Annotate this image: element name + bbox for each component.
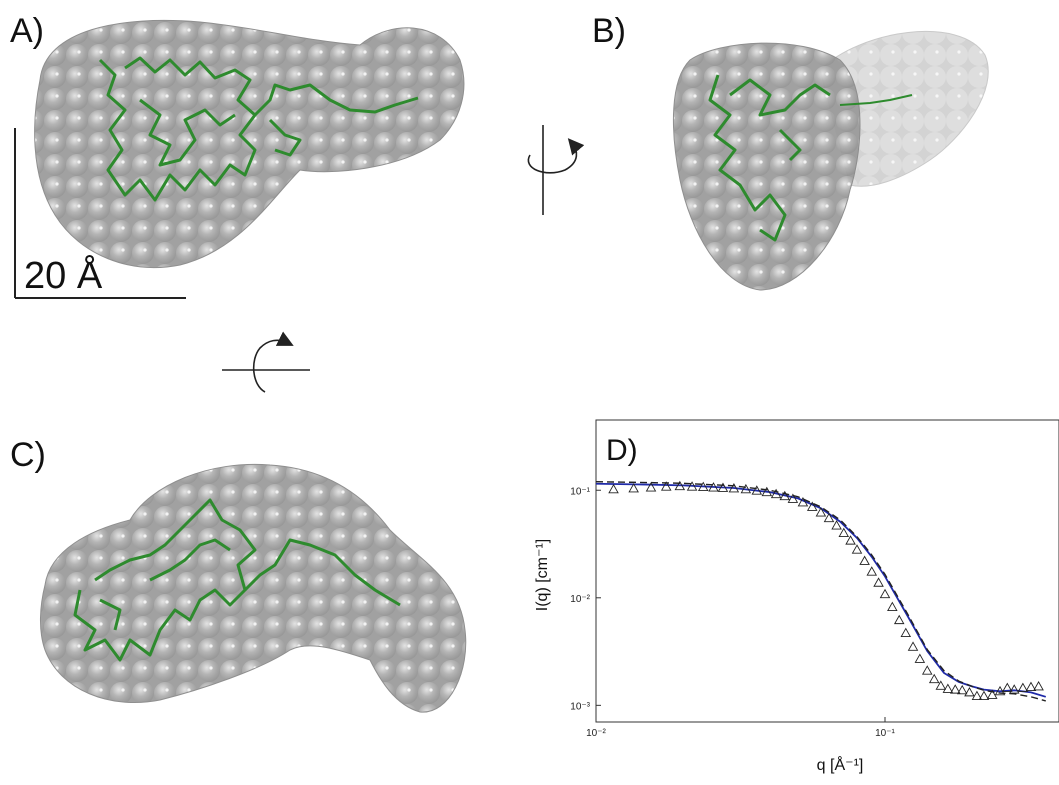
data-point: [787, 493, 799, 503]
rotate-vertical-icon: [527, 125, 585, 215]
data-point: [986, 689, 998, 699]
data-point: [697, 481, 709, 492]
data-point: [964, 686, 975, 697]
y-tick-label: 10⁻²: [570, 594, 590, 605]
data-point: [1017, 682, 1029, 692]
data-point: [686, 481, 698, 491]
data-point: [935, 680, 947, 690]
data-point: [978, 690, 990, 701]
plot-frame: [595, 419, 1059, 723]
y-axis-label: I(q) [cm⁻¹]: [534, 539, 551, 611]
x-axis-label: q [Å⁻¹]: [817, 755, 864, 774]
data-point: [823, 512, 835, 523]
data-point: [859, 555, 870, 565]
data-point: [728, 483, 740, 493]
panel-label-a: A): [10, 12, 44, 50]
y-tick-label: 10⁻¹: [570, 486, 590, 497]
data-point: [645, 482, 657, 492]
data-point: [806, 501, 818, 511]
data-point: [628, 483, 639, 493]
data-point: [674, 480, 686, 491]
data-point: [608, 483, 619, 494]
data-point: [779, 490, 791, 501]
data-point: [751, 485, 763, 495]
data-point: [887, 601, 898, 612]
data-point: [1002, 682, 1013, 692]
data-point: [761, 486, 773, 497]
data-point: [907, 641, 919, 651]
data-point: [797, 497, 809, 507]
solid-fit-line: [595, 482, 1047, 698]
data-point: [770, 488, 782, 499]
panel-c-backbone: [73, 498, 401, 662]
panel-c-envelope: [39, 463, 467, 713]
data-point: [815, 507, 827, 517]
y-tick-label: 10⁻³: [570, 701, 590, 712]
data-point: [873, 577, 884, 587]
data-point: [914, 653, 926, 663]
data-point: [845, 535, 856, 545]
data-point: [956, 684, 968, 695]
data-point: [879, 588, 891, 599]
data-point: [740, 483, 752, 494]
data-point: [708, 482, 719, 492]
panel-a-backbone: [98, 56, 419, 202]
data-point: [994, 685, 1006, 696]
x-tick-label: 10⁻²: [586, 728, 606, 739]
data-point: [660, 481, 672, 491]
panel-label-b: B): [592, 12, 626, 50]
data-point: [831, 520, 842, 530]
data-point: [866, 566, 878, 576]
data-point: [921, 665, 933, 675]
data-point: [1008, 684, 1020, 694]
dashed-fit-line: [595, 481, 1046, 702]
data-point: [942, 683, 954, 693]
data-point: [971, 690, 983, 701]
data-point: [928, 673, 940, 684]
rotate-horizontal-icon: [222, 331, 310, 393]
saxs-chart: D) 10⁻² 10⁻¹ 10⁻¹ 10⁻² 10⁻³ q [Å⁻¹] I(q) [cm…: [534, 419, 1059, 774]
data-point: [838, 527, 850, 537]
panel-label-d: D): [606, 434, 638, 467]
data-point: [1025, 681, 1037, 691]
data-point: [900, 627, 912, 638]
data-point: [1033, 680, 1044, 691]
data-point: [717, 482, 729, 492]
scale-bar: 20 Å: [14, 128, 186, 299]
panel-label-c: C): [10, 436, 46, 474]
panel-b-backbone: [708, 74, 913, 242]
data-point: [949, 684, 961, 694]
data-point: [851, 544, 863, 554]
x-tick-label: 10⁻¹: [875, 728, 895, 739]
data-point: [893, 614, 905, 625]
scale-bar-label: 20 Å: [24, 253, 103, 297]
panel-b-envelope: [672, 30, 989, 291]
